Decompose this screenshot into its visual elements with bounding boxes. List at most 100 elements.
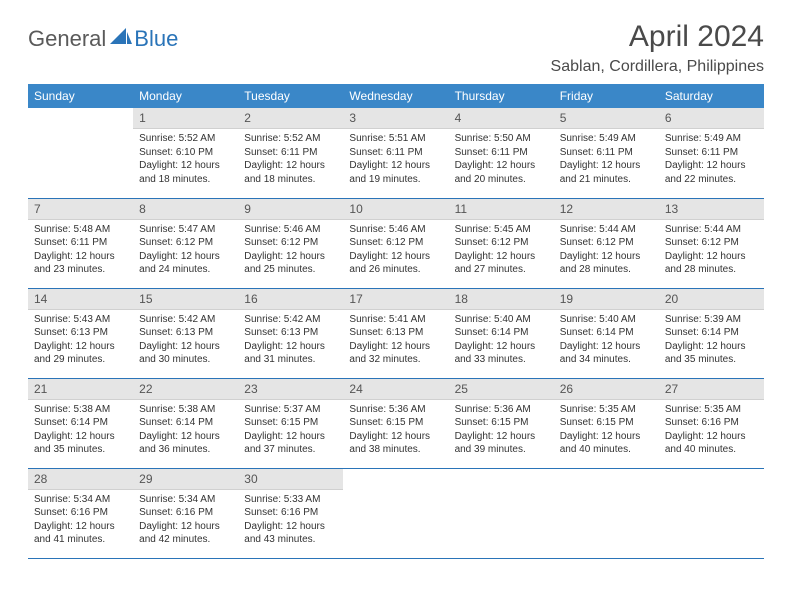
sunrise-text: Sunrise: 5:35 AM: [665, 403, 758, 417]
calendar-week-row: 1Sunrise: 5:52 AMSunset: 6:10 PMDaylight…: [28, 108, 764, 198]
day-number: [28, 108, 133, 112]
sunset-text: Sunset: 6:12 PM: [349, 236, 442, 250]
daylight-text: Daylight: 12 hours and 42 minutes.: [139, 520, 232, 547]
cell-body: Sunrise: 5:50 AMSunset: 6:11 PMDaylight:…: [449, 129, 554, 190]
day-number: 19: [554, 289, 659, 310]
daylight-text: Daylight: 12 hours and 41 minutes.: [34, 520, 127, 547]
weekday-header: Saturday: [659, 84, 764, 108]
cell-body: Sunrise: 5:52 AMSunset: 6:11 PMDaylight:…: [238, 129, 343, 190]
brand-logo: General Blue: [28, 26, 178, 52]
sunset-text: Sunset: 6:12 PM: [244, 236, 337, 250]
day-number: 12: [554, 199, 659, 220]
calendar-cell: 6Sunrise: 5:49 AMSunset: 6:11 PMDaylight…: [659, 108, 764, 198]
day-number: 25: [449, 379, 554, 400]
daylight-text: Daylight: 12 hours and 33 minutes.: [455, 340, 548, 367]
calendar-table: Sunday Monday Tuesday Wednesday Thursday…: [28, 84, 764, 559]
sunset-text: Sunset: 6:13 PM: [139, 326, 232, 340]
daylight-text: Daylight: 12 hours and 18 minutes.: [244, 159, 337, 186]
daylight-text: Daylight: 12 hours and 35 minutes.: [34, 430, 127, 457]
sunset-text: Sunset: 6:14 PM: [455, 326, 548, 340]
day-number: [554, 469, 659, 473]
weekday-header-row: Sunday Monday Tuesday Wednesday Thursday…: [28, 84, 764, 108]
brand-text-blue: Blue: [134, 26, 178, 52]
sunrise-text: Sunrise: 5:40 AM: [560, 313, 653, 327]
sunrise-text: Sunrise: 5:44 AM: [560, 223, 653, 237]
calendar-cell: 28Sunrise: 5:34 AMSunset: 6:16 PMDayligh…: [28, 468, 133, 558]
cell-body: Sunrise: 5:40 AMSunset: 6:14 PMDaylight:…: [449, 310, 554, 371]
calendar-cell: 9Sunrise: 5:46 AMSunset: 6:12 PMDaylight…: [238, 198, 343, 288]
sunset-text: Sunset: 6:12 PM: [560, 236, 653, 250]
sunrise-text: Sunrise: 5:42 AM: [244, 313, 337, 327]
daylight-text: Daylight: 12 hours and 29 minutes.: [34, 340, 127, 367]
sunrise-text: Sunrise: 5:38 AM: [34, 403, 127, 417]
sunset-text: Sunset: 6:14 PM: [560, 326, 653, 340]
calendar-cell: 10Sunrise: 5:46 AMSunset: 6:12 PMDayligh…: [343, 198, 448, 288]
daylight-text: Daylight: 12 hours and 37 minutes.: [244, 430, 337, 457]
calendar-cell: 26Sunrise: 5:35 AMSunset: 6:15 PMDayligh…: [554, 378, 659, 468]
calendar-cell: 13Sunrise: 5:44 AMSunset: 6:12 PMDayligh…: [659, 198, 764, 288]
day-number: 10: [343, 199, 448, 220]
sunset-text: Sunset: 6:11 PM: [455, 146, 548, 160]
daylight-text: Daylight: 12 hours and 30 minutes.: [139, 340, 232, 367]
day-number: 4: [449, 108, 554, 129]
sunrise-text: Sunrise: 5:49 AM: [560, 132, 653, 146]
month-title: April 2024: [551, 20, 764, 54]
cell-body: Sunrise: 5:46 AMSunset: 6:12 PMDaylight:…: [238, 220, 343, 281]
calendar-cell: 4Sunrise: 5:50 AMSunset: 6:11 PMDaylight…: [449, 108, 554, 198]
sunrise-text: Sunrise: 5:42 AM: [139, 313, 232, 327]
calendar-week-row: 28Sunrise: 5:34 AMSunset: 6:16 PMDayligh…: [28, 468, 764, 558]
day-number: 22: [133, 379, 238, 400]
calendar-cell: 2Sunrise: 5:52 AMSunset: 6:11 PMDaylight…: [238, 108, 343, 198]
sunset-text: Sunset: 6:13 PM: [34, 326, 127, 340]
sunrise-text: Sunrise: 5:34 AM: [34, 493, 127, 507]
day-number: 20: [659, 289, 764, 310]
sunset-text: Sunset: 6:12 PM: [455, 236, 548, 250]
sunrise-text: Sunrise: 5:50 AM: [455, 132, 548, 146]
cell-body: Sunrise: 5:51 AMSunset: 6:11 PMDaylight:…: [343, 129, 448, 190]
day-number: 24: [343, 379, 448, 400]
cell-body: Sunrise: 5:49 AMSunset: 6:11 PMDaylight:…: [554, 129, 659, 190]
cell-body: Sunrise: 5:42 AMSunset: 6:13 PMDaylight:…: [238, 310, 343, 371]
day-number: 26: [554, 379, 659, 400]
cell-body: Sunrise: 5:36 AMSunset: 6:15 PMDaylight:…: [343, 400, 448, 461]
day-number: 13: [659, 199, 764, 220]
sunrise-text: Sunrise: 5:41 AM: [349, 313, 442, 327]
calendar-cell: 1Sunrise: 5:52 AMSunset: 6:10 PMDaylight…: [133, 108, 238, 198]
day-number: 17: [343, 289, 448, 310]
sunrise-text: Sunrise: 5:45 AM: [455, 223, 548, 237]
daylight-text: Daylight: 12 hours and 28 minutes.: [665, 250, 758, 277]
cell-body: Sunrise: 5:49 AMSunset: 6:11 PMDaylight:…: [659, 129, 764, 190]
day-number: 2: [238, 108, 343, 129]
calendar-cell: [343, 468, 448, 558]
daylight-text: Daylight: 12 hours and 32 minutes.: [349, 340, 442, 367]
daylight-text: Daylight: 12 hours and 39 minutes.: [455, 430, 548, 457]
sunrise-text: Sunrise: 5:46 AM: [244, 223, 337, 237]
sunset-text: Sunset: 6:12 PM: [139, 236, 232, 250]
calendar-cell: 8Sunrise: 5:47 AMSunset: 6:12 PMDaylight…: [133, 198, 238, 288]
day-number: [659, 469, 764, 473]
daylight-text: Daylight: 12 hours and 31 minutes.: [244, 340, 337, 367]
daylight-text: Daylight: 12 hours and 24 minutes.: [139, 250, 232, 277]
calendar-cell: 18Sunrise: 5:40 AMSunset: 6:14 PMDayligh…: [449, 288, 554, 378]
day-number: 3: [343, 108, 448, 129]
day-number: 14: [28, 289, 133, 310]
daylight-text: Daylight: 12 hours and 20 minutes.: [455, 159, 548, 186]
sunset-text: Sunset: 6:16 PM: [665, 416, 758, 430]
daylight-text: Daylight: 12 hours and 25 minutes.: [244, 250, 337, 277]
sunset-text: Sunset: 6:11 PM: [244, 146, 337, 160]
calendar-cell: 17Sunrise: 5:41 AMSunset: 6:13 PMDayligh…: [343, 288, 448, 378]
day-number: 8: [133, 199, 238, 220]
sunrise-text: Sunrise: 5:33 AM: [244, 493, 337, 507]
cell-body: Sunrise: 5:44 AMSunset: 6:12 PMDaylight:…: [659, 220, 764, 281]
day-number: 6: [659, 108, 764, 129]
sunrise-text: Sunrise: 5:34 AM: [139, 493, 232, 507]
sunset-text: Sunset: 6:15 PM: [349, 416, 442, 430]
day-number: 5: [554, 108, 659, 129]
daylight-text: Daylight: 12 hours and 28 minutes.: [560, 250, 653, 277]
calendar-cell: 19Sunrise: 5:40 AMSunset: 6:14 PMDayligh…: [554, 288, 659, 378]
sunset-text: Sunset: 6:11 PM: [560, 146, 653, 160]
cell-body: Sunrise: 5:46 AMSunset: 6:12 PMDaylight:…: [343, 220, 448, 281]
calendar-cell: [449, 468, 554, 558]
weekday-header: Wednesday: [343, 84, 448, 108]
title-block: April 2024 Sablan, Cordillera, Philippin…: [551, 20, 764, 76]
